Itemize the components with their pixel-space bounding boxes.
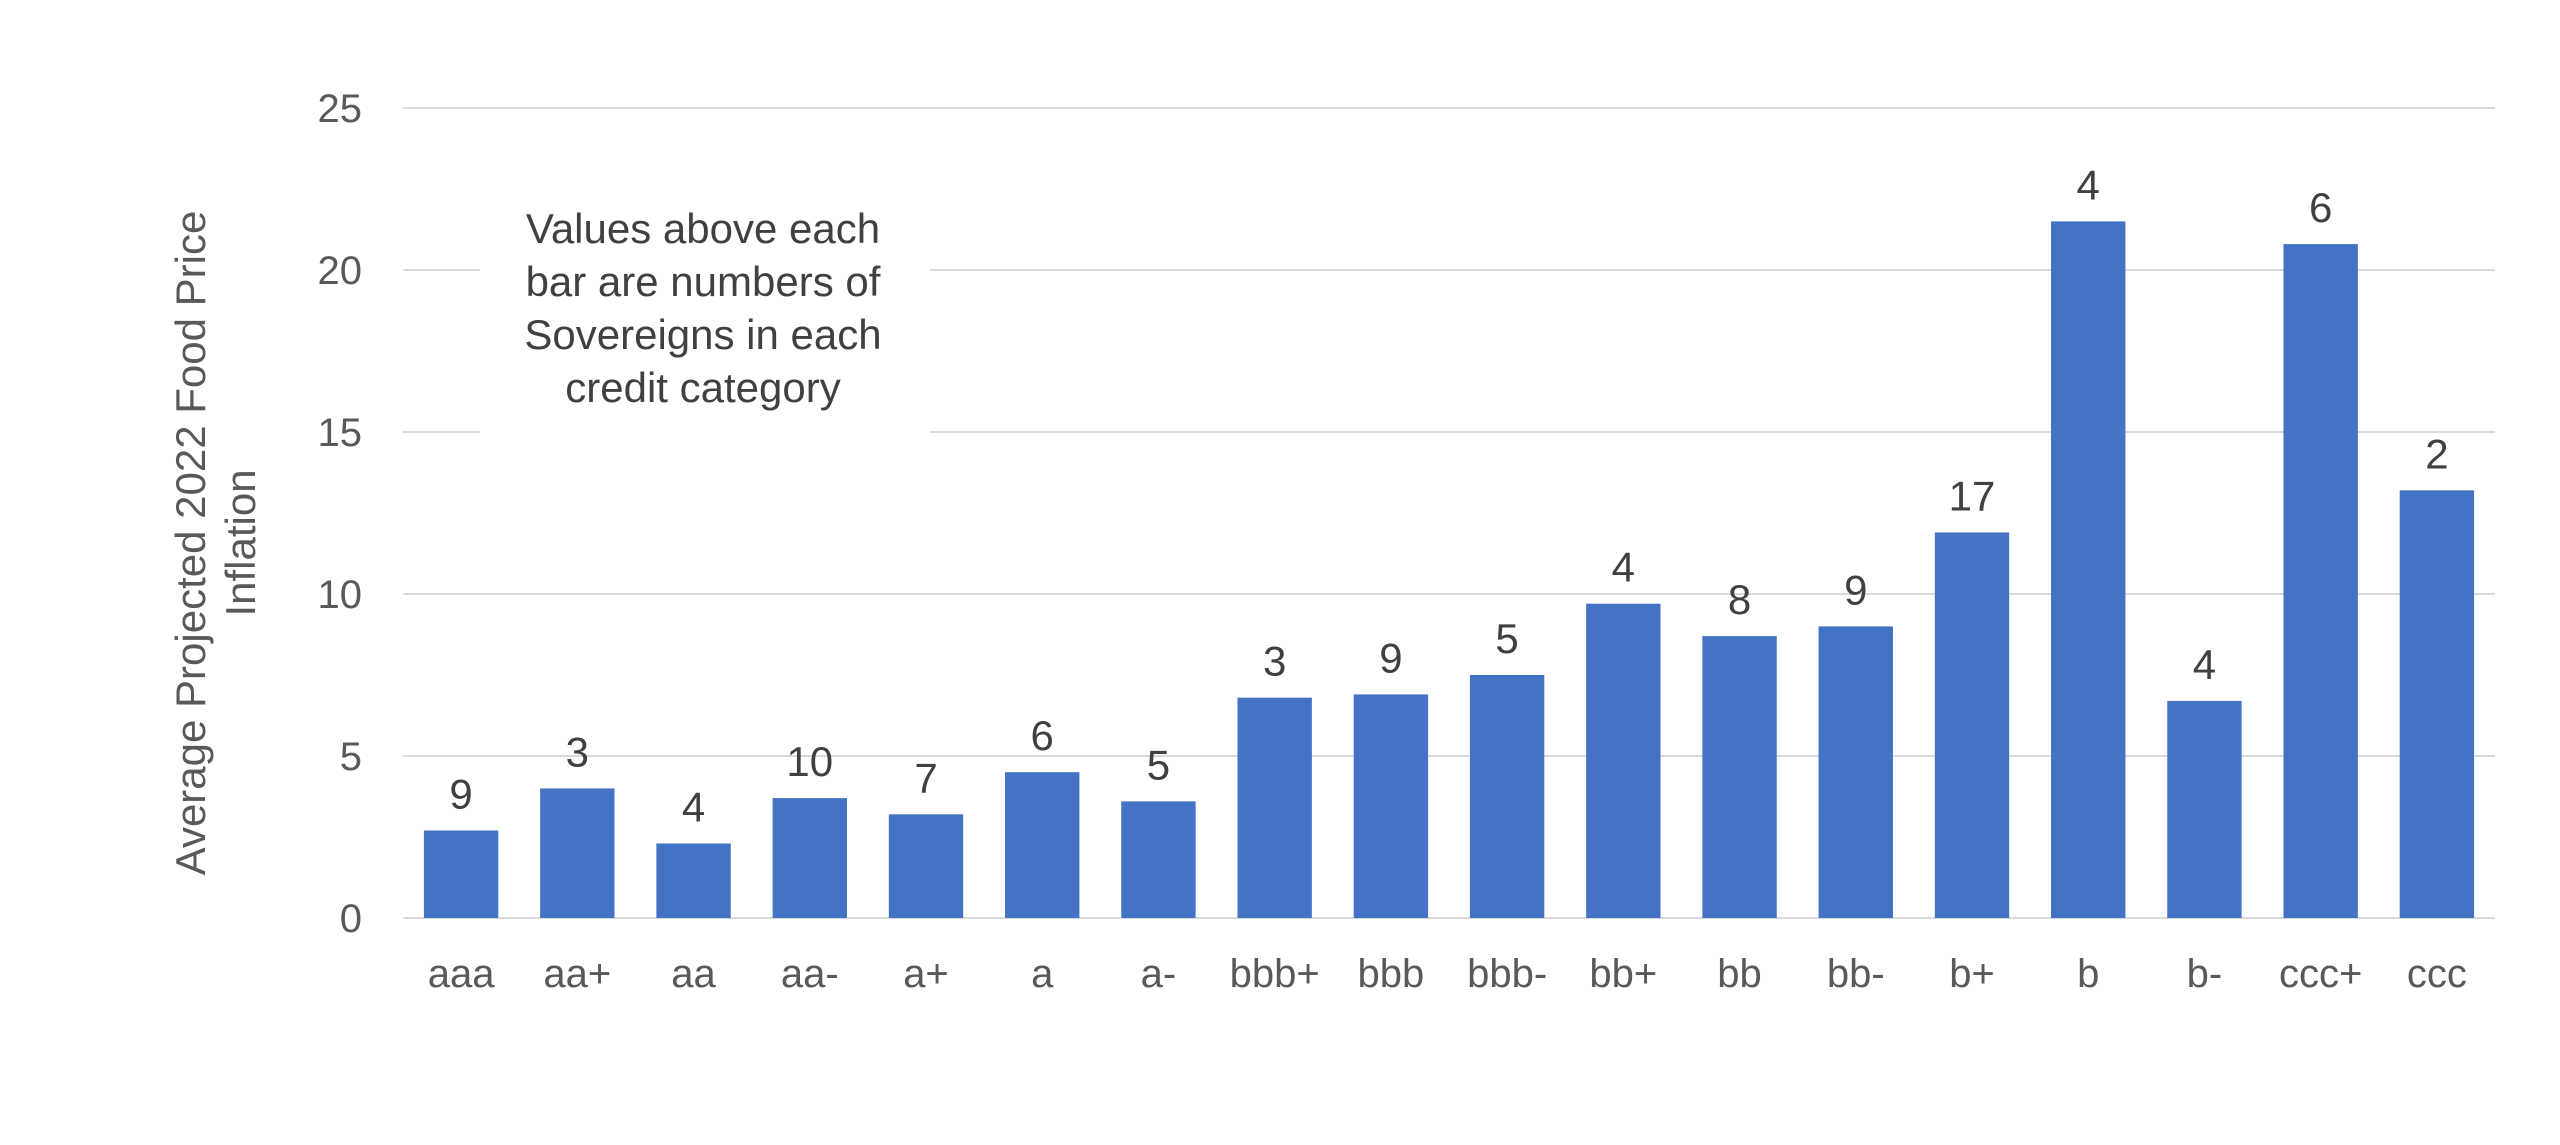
bar-a+ <box>888 814 964 918</box>
x-tick-label: bb+ <box>1589 952 1657 996</box>
bar-bbb <box>1353 694 1429 918</box>
x-tick-label: bb- <box>1827 952 1885 996</box>
y-tick-label: 0 <box>340 897 362 941</box>
data-labels: 9 3 4 10 7 6 5 3 9 5 4 8 9 17 4 4 6 2 <box>449 161 2448 830</box>
x-tick-label: bb <box>1717 952 1762 996</box>
data-label: 4 <box>1612 544 1635 591</box>
x-tick-label: b+ <box>1949 952 1995 996</box>
data-label: 4 <box>682 783 705 830</box>
data-label: 2 <box>2425 430 2448 477</box>
y-axis-title-line: Inflation <box>217 469 264 616</box>
bar-b- <box>2167 700 2242 918</box>
data-label: 9 <box>449 771 472 818</box>
y-axis-title-line: Average Projected 2022 Food Price <box>167 211 214 876</box>
y-tick-label: 20 <box>318 249 363 293</box>
data-label: 4 <box>2077 161 2100 208</box>
x-tick-label: aa+ <box>543 952 611 996</box>
bar-bb- <box>1818 626 1893 918</box>
bar-aa+ <box>540 788 615 918</box>
x-tick-label: bbb <box>1358 952 1425 996</box>
bar-ccc+ <box>2283 244 2358 918</box>
data-label: 17 <box>1949 472 1996 519</box>
data-label: 5 <box>1495 615 1518 662</box>
bar-bbb- <box>1469 675 1545 918</box>
x-tick-label: a+ <box>903 952 949 996</box>
bar-aaa <box>423 830 499 918</box>
annotation-background <box>480 190 930 450</box>
bar-b+ <box>1934 532 2010 918</box>
data-label: 6 <box>1031 712 1054 759</box>
y-tick-label: 10 <box>318 573 363 617</box>
x-tick-label: aa- <box>781 952 839 996</box>
bar-aa- <box>772 798 847 918</box>
y-axis-title-text: Average Projected 2022 Food PriceInflati… <box>167 211 264 876</box>
y-tick-label: 25 <box>318 87 363 131</box>
data-label: 9 <box>1844 566 1867 613</box>
annotation-text: Values above each bar are numbers of Sover… <box>524 205 881 411</box>
x-tick-label: b <box>2077 952 2099 996</box>
annotation-line: credit category <box>565 364 840 411</box>
x-tick-label: aaa <box>428 952 495 996</box>
annotation-line: bar are numbers of <box>526 258 881 305</box>
x-tick-label: aa <box>671 952 716 996</box>
y-axis-title: Average Projected 2022 Food PriceInflati… <box>167 211 264 876</box>
data-label: 3 <box>1263 638 1286 685</box>
data-label: 7 <box>914 754 937 801</box>
data-label: 9 <box>1379 634 1402 681</box>
bar-a- <box>1121 801 1196 918</box>
y-tick-label: 5 <box>340 735 362 779</box>
data-label: 10 <box>786 738 833 785</box>
bar-bb <box>1702 636 1777 918</box>
x-tick-label: ccc+ <box>2279 952 2362 996</box>
annotation-line: Sovereigns in each <box>524 311 881 358</box>
data-label: 5 <box>1147 741 1170 788</box>
bar-bbb+ <box>1237 697 1312 918</box>
data-label: 6 <box>2309 184 2332 231</box>
x-tick-label: a <box>1031 952 1054 996</box>
annotation-box: Values above each bar are numbers of Sover… <box>480 190 930 450</box>
data-label: 8 <box>1728 576 1751 623</box>
x-tick-label: bbb- <box>1467 952 1547 996</box>
annotation-line: Values above each <box>526 205 880 252</box>
data-label: 4 <box>2193 641 2216 688</box>
data-label: 3 <box>566 728 589 775</box>
x-tick-label: bbb+ <box>1230 952 1320 996</box>
bar-b <box>2051 221 2126 918</box>
y-tick-label: 15 <box>318 411 363 455</box>
bars <box>423 221 2475 918</box>
x-tick-label: ccc <box>2407 952 2467 996</box>
bar-ccc <box>2399 490 2475 918</box>
bar-a <box>1005 772 1080 918</box>
bar-bb+ <box>1586 603 1661 918</box>
x-tick-label: b- <box>2187 952 2223 996</box>
x-tick-label: a- <box>1141 952 1177 996</box>
bar-aa <box>656 843 731 918</box>
